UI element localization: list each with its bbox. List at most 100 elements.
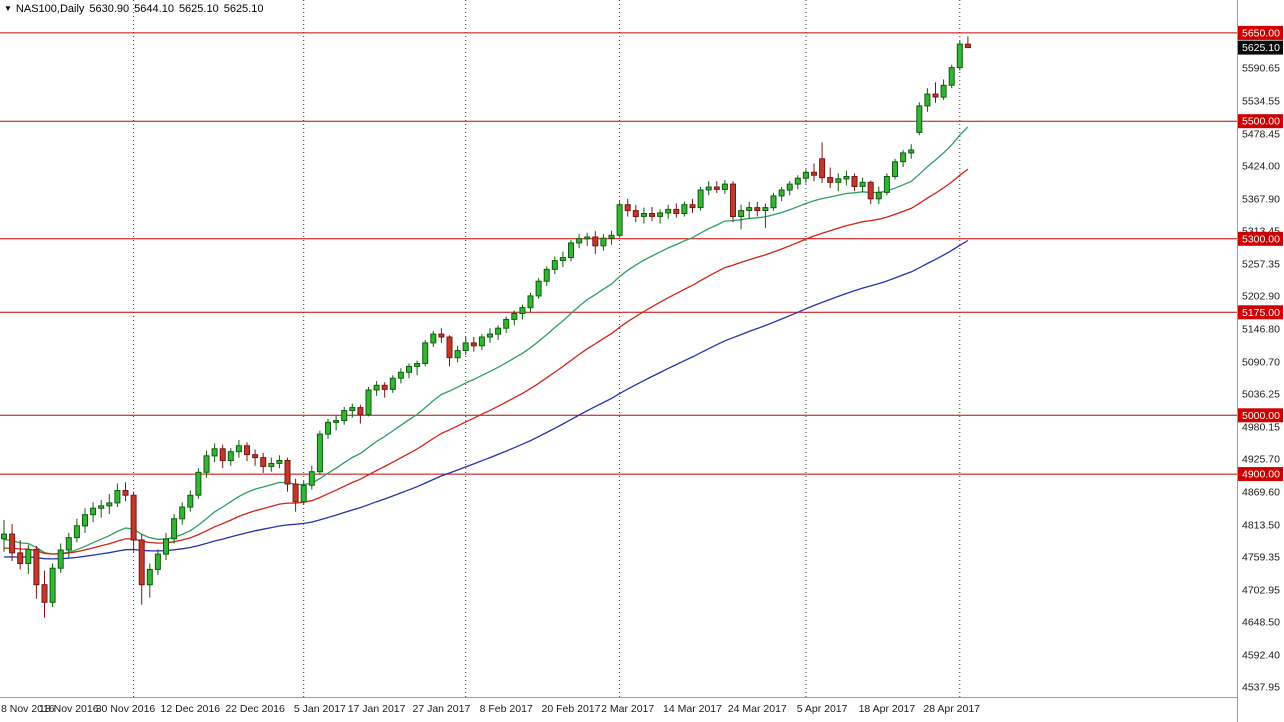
candle[interactable] <box>673 208 680 214</box>
candle[interactable] <box>219 448 226 462</box>
candle[interactable] <box>892 161 898 178</box>
candle[interactable] <box>389 377 396 390</box>
candle[interactable] <box>381 384 388 390</box>
candle[interactable] <box>616 204 623 236</box>
candle[interactable] <box>114 490 121 504</box>
candle[interactable] <box>511 313 518 320</box>
candle[interactable] <box>57 549 64 569</box>
candle[interactable] <box>932 93 939 98</box>
candle[interactable] <box>341 410 348 422</box>
candle[interactable] <box>551 260 558 270</box>
candle[interactable] <box>487 333 493 338</box>
candle[interactable] <box>49 567 56 603</box>
candle[interactable] <box>527 295 534 309</box>
candle[interactable] <box>713 186 720 190</box>
candle[interactable] <box>122 490 129 496</box>
candle[interactable] <box>90 507 97 516</box>
candle[interactable] <box>632 210 639 218</box>
candle[interactable] <box>325 421 331 435</box>
candle[interactable] <box>738 210 745 218</box>
candle[interactable] <box>754 207 761 212</box>
candle[interactable] <box>276 460 283 464</box>
candle[interactable] <box>414 363 421 367</box>
candle[interactable] <box>592 236 599 247</box>
candle[interactable] <box>908 149 915 154</box>
candle[interactable] <box>365 389 372 416</box>
candle[interactable] <box>665 208 672 214</box>
candle[interactable] <box>316 433 323 473</box>
candle[interactable] <box>778 189 785 197</box>
candle[interactable] <box>519 307 526 315</box>
candle[interactable] <box>495 327 502 335</box>
candle[interactable] <box>940 84 947 98</box>
candle[interactable] <box>244 445 250 456</box>
candle[interactable] <box>446 336 453 359</box>
candle[interactable] <box>138 539 145 586</box>
candle[interactable] <box>308 471 315 486</box>
candle[interactable] <box>681 204 688 214</box>
candle[interactable] <box>1 533 7 540</box>
candle[interactable] <box>98 505 105 509</box>
candle[interactable] <box>470 342 477 347</box>
candle[interactable] <box>811 171 817 176</box>
candle[interactable] <box>349 407 356 412</box>
price-axis[interactable]: 5590.655534.555478.455424.005367.905313.… <box>1237 0 1284 722</box>
candle[interactable] <box>657 212 664 217</box>
candle[interactable] <box>454 350 461 359</box>
candle[interactable] <box>430 333 437 344</box>
candle[interactable] <box>41 584 48 603</box>
candle[interactable] <box>584 236 591 240</box>
candle[interactable] <box>17 552 24 565</box>
candle[interactable] <box>697 189 704 209</box>
candle[interactable] <box>195 471 202 496</box>
candle[interactable] <box>462 342 469 351</box>
candle[interactable] <box>235 445 242 453</box>
candle[interactable] <box>600 237 607 247</box>
candle[interactable] <box>746 207 753 212</box>
candle[interactable] <box>130 494 137 541</box>
candle[interactable] <box>438 333 445 338</box>
candle[interactable] <box>82 514 88 527</box>
candle[interactable] <box>268 463 275 467</box>
candle[interactable] <box>721 183 728 190</box>
candle[interactable] <box>73 525 80 539</box>
candle[interactable] <box>649 213 655 217</box>
candle[interactable] <box>179 506 186 520</box>
candle[interactable] <box>478 336 485 347</box>
candle[interactable] <box>956 43 963 69</box>
candle[interactable] <box>154 553 161 570</box>
candle[interactable] <box>875 191 882 200</box>
candle[interactable] <box>333 420 340 423</box>
candle[interactable] <box>373 384 380 391</box>
candle[interactable] <box>171 518 178 540</box>
candle[interactable] <box>33 548 40 586</box>
candle[interactable] <box>859 181 866 187</box>
candle[interactable] <box>292 483 299 503</box>
candle[interactable] <box>535 280 542 297</box>
candle[interactable] <box>705 186 712 191</box>
candle[interactable] <box>608 234 615 239</box>
candle[interactable] <box>851 176 858 187</box>
candle[interactable] <box>786 183 793 191</box>
candle[interactable] <box>802 171 809 179</box>
candle[interactable] <box>559 257 566 262</box>
candle[interactable] <box>794 177 801 185</box>
candle[interactable] <box>948 67 955 86</box>
candle[interactable] <box>227 451 234 462</box>
candle[interactable] <box>25 548 32 565</box>
candle[interactable] <box>284 460 291 485</box>
candle[interactable] <box>146 568 153 586</box>
candle[interactable] <box>924 93 931 107</box>
candle[interactable] <box>203 455 210 473</box>
candle[interactable] <box>883 176 890 193</box>
candle[interactable] <box>867 181 874 200</box>
candle[interactable] <box>762 207 769 212</box>
candles-layer[interactable] <box>1 36 971 618</box>
candle[interactable] <box>65 537 72 551</box>
candle[interactable] <box>843 176 850 180</box>
candle[interactable] <box>624 204 631 212</box>
candle[interactable] <box>211 448 218 457</box>
candle[interactable] <box>900 152 907 163</box>
candle[interactable] <box>730 183 736 218</box>
candle[interactable] <box>835 178 842 183</box>
